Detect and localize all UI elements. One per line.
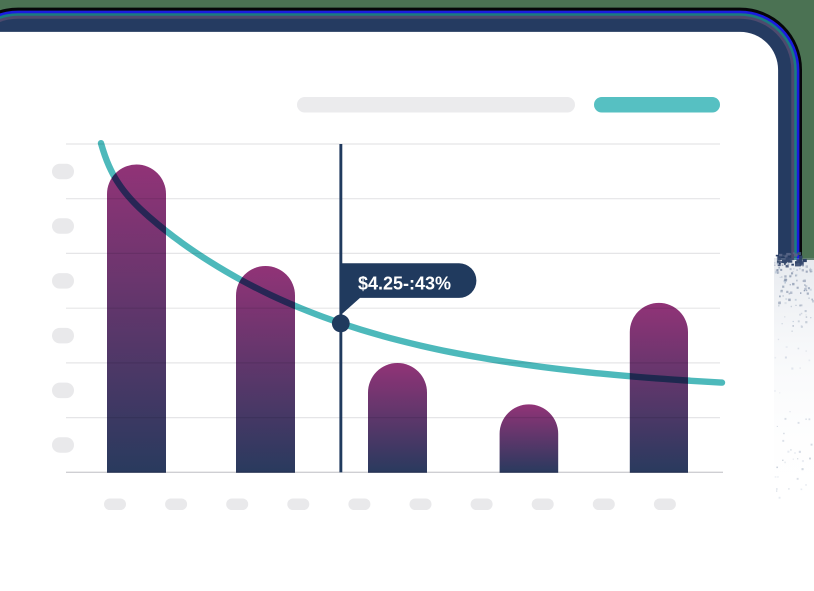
svg-text:$4.25-:43%: $4.25-:43% (358, 273, 451, 293)
